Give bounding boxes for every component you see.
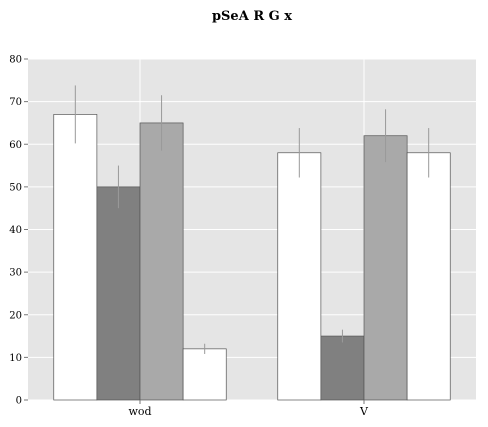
y-axis: 0 10 20 30 40 50 60 70 80	[9, 55, 28, 407]
chart-title: pSeA R G x	[212, 9, 292, 24]
x-tick-label-1: V	[359, 405, 369, 418]
y-tick-label-6: 60	[9, 140, 22, 151]
y-tick-label-1: 10	[9, 353, 22, 364]
y-tick-label-3: 30	[9, 268, 22, 279]
y-tick-label-4: 40	[9, 225, 22, 236]
x-axis: wod V	[128, 400, 369, 418]
x-tick-label-0: wod	[128, 405, 151, 418]
bar-1-1	[320, 335, 365, 401]
bar-0-0	[53, 114, 98, 401]
y-tick-label-5: 50	[9, 182, 22, 193]
bar-1-2	[363, 135, 408, 401]
bar-0-2	[139, 122, 184, 401]
bar-0-1	[96, 186, 141, 401]
y-tick-label-8: 80	[9, 55, 22, 66]
bar-1-3	[406, 152, 451, 401]
bars	[53, 114, 451, 401]
y-tick-label-2: 20	[9, 310, 22, 321]
bar-1-0	[277, 152, 322, 401]
y-tick-label-0: 0	[16, 396, 22, 407]
y-tick-label-7: 70	[9, 97, 22, 108]
error-bars	[74, 85, 430, 354]
bar-0-3	[182, 348, 227, 401]
